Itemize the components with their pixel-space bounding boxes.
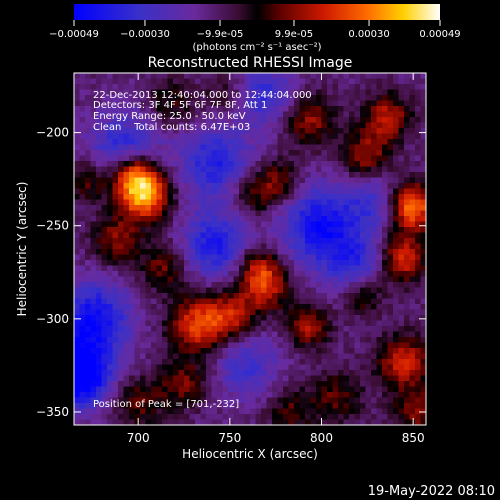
info-line-energy: Energy Range: 25.0 - 50.0 keV	[93, 111, 246, 122]
x-tick-label: 750	[218, 431, 241, 445]
info-line-detectors: Detectors: 3F 4F 5F 6F 7F 8F, Att 1	[93, 100, 267, 111]
plot-frame	[73, 72, 427, 426]
colorbar-unit-label: (photons cm⁻² s⁻¹ asec⁻²)	[192, 42, 321, 53]
x-tick-label: 850	[402, 431, 425, 445]
x-axis-label: Heliocentric X (arcsec)	[182, 447, 318, 461]
footer-timestamp: 19-May-2022 08:10	[368, 484, 495, 499]
colorbar-tick-label: 0.00049	[419, 29, 460, 40]
colorbar-ticks: −0.00049 −0.00030 −9.9e-05 9.9e-05 0.00030 0.…	[49, 20, 461, 40]
info-line-counts: Clean Total counts: 6.47E+03	[93, 122, 250, 133]
axis-ticks: 700 750 800 850 −200 −250 −300 −350	[36, 73, 426, 445]
colorbar-tick-label: −9.9e-05	[197, 29, 244, 40]
colorbar	[74, 4, 440, 20]
y-tick-label: −350	[36, 405, 69, 419]
y-axis-label: Heliocentric Y (arcsec)	[15, 182, 29, 317]
x-tick-label: 700	[127, 431, 150, 445]
y-tick-label: −200	[36, 126, 69, 140]
colorbar-tick-label: −0.00049	[49, 29, 99, 40]
y-tick-label: −300	[36, 312, 69, 326]
colorbar-tick-label: −0.00030	[120, 29, 170, 40]
colorbar-tick-label: 0.00030	[348, 29, 389, 40]
info-line-date: 22-Dec-2013 12:40:04.000 to 12:44:04.000	[93, 90, 312, 101]
heatmap-image	[74, 73, 426, 425]
y-tick-label: −250	[36, 219, 69, 233]
peak-position-label: Position of Peak = [701,-232]	[93, 399, 239, 410]
colorbar-tick-label: 9.9e-05	[275, 29, 313, 40]
chart-title: Reconstructed RHESSI Image	[148, 55, 353, 71]
x-tick-label: 800	[310, 431, 333, 445]
